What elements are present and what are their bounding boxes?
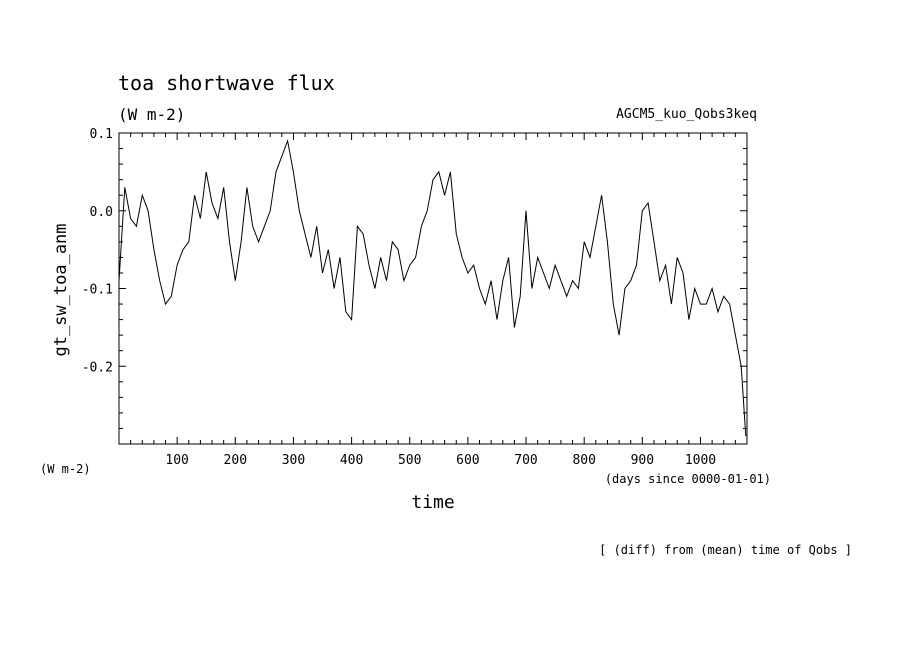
x-tick-label: 100 [165,453,188,468]
experiment-label: AGCM5_kuo_Qobs3keq [616,107,757,122]
x-axis-label: time [411,492,454,513]
y-axis-unit: (W m-2) [40,462,91,476]
x-tick-label: 900 [631,453,654,468]
y-tick-label: -0.1 [82,283,113,298]
x-tick-label: 1000 [685,453,716,468]
x-tick-label: 300 [282,453,305,468]
series-line [118,138,747,437]
chart-subtitle: (W m-2) [118,105,185,124]
x-axis-unit: (days since 0000-01-01) [605,472,771,486]
x-tick-label: 600 [456,453,479,468]
x-tick-label: 700 [514,453,537,468]
x-tick-label: 200 [224,453,247,468]
footnote: [ (diff) from (mean) time of Qobs ] [599,543,852,557]
y-axis-label: gt_sw_toa_anm [51,223,71,356]
y-axis-tick-labels: -0.2 -0.1 0.0 0.1 [82,127,113,375]
x-axis-ticks [130,133,736,444]
y-tick-label: 0.1 [90,127,113,142]
y-tick-label: 0.0 [90,205,113,220]
x-tick-label: 800 [572,453,595,468]
x-tick-label: 400 [340,453,363,468]
chart-title: toa shortwave flux [118,71,335,95]
y-axis-ticks [119,132,747,445]
x-axis-tick-labels: 100 200 300 400 500 600 700 800 900 1000 [165,453,716,468]
x-tick-label: 500 [398,453,421,468]
y-tick-label: -0.2 [82,360,113,375]
